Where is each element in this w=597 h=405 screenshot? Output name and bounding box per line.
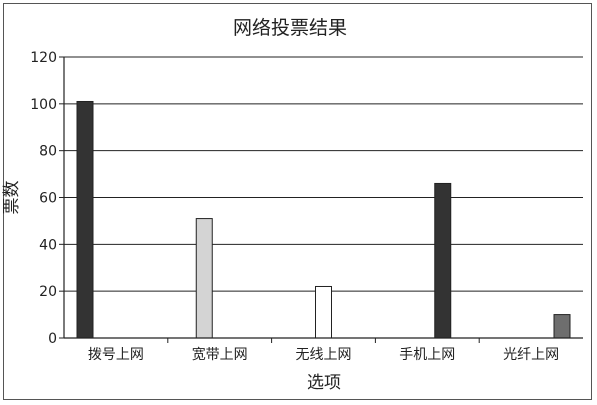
y-tick-label: 60 <box>39 191 57 207</box>
chart-title: 网络投票结果 <box>233 17 347 39</box>
y-tick-label: 100 <box>30 97 57 113</box>
bars <box>76 100 571 339</box>
x-tick-label: 光纤上网 <box>503 347 559 363</box>
x-tick-label: 无线上网 <box>296 347 352 363</box>
x-axis-label: 选项 <box>307 373 341 393</box>
tick-labels: 0 20 40 60 80 100 120 拨号上网 宽带上网 无线上网 手机上网 光纤上网 <box>30 50 559 363</box>
x-tick-label: 拨号上网 <box>88 347 144 363</box>
y-tick-label: 80 <box>39 144 57 160</box>
y-tick-label: 120 <box>30 50 57 66</box>
bar <box>76 100 94 339</box>
bar <box>553 314 571 339</box>
y-tick-label: 0 <box>48 331 57 347</box>
gridlines <box>64 56 583 292</box>
axes <box>59 56 583 343</box>
bar <box>434 182 452 339</box>
bar <box>195 218 213 339</box>
bar <box>315 285 332 339</box>
x-tick-label: 手机上网 <box>399 347 455 363</box>
y-tick-label: 40 <box>39 237 57 253</box>
chart-frame <box>3 3 592 400</box>
x-tick-label: 宽带上网 <box>192 346 248 363</box>
y-tick-label: 20 <box>39 284 57 300</box>
y-axis-label: 票数 <box>2 181 22 215</box>
